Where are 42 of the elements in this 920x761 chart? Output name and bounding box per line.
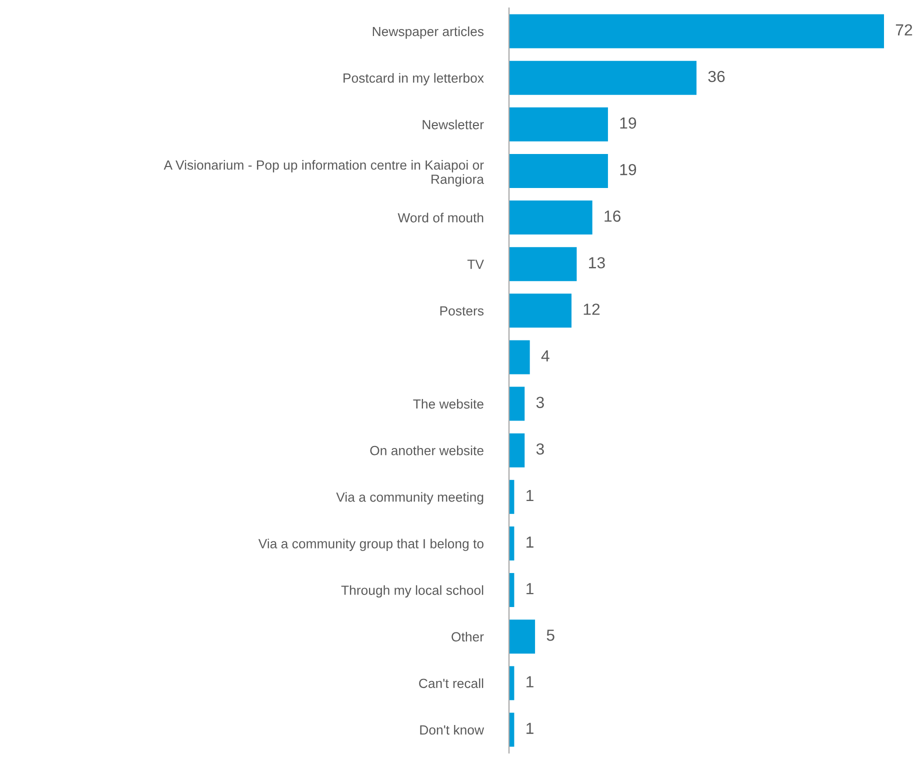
y-tick-label: Via a community group that I belong to: [258, 538, 484, 551]
y-tick-label: Don't know: [420, 724, 484, 735]
data-label: 19: [620, 117, 636, 129]
bar: [509, 200, 592, 235]
y-tick-label: Other: [452, 632, 484, 642]
data-label: 13: [589, 257, 605, 268]
bar: [509, 340, 530, 374]
data-label: 4: [541, 350, 550, 362]
data-label: 36: [708, 70, 725, 82]
y-tick-label: Posters: [440, 306, 484, 316]
y-tick-label: Newspaper articles: [372, 26, 484, 39]
y-tick-label: On another website: [370, 446, 484, 456]
bar: [509, 620, 536, 654]
y-tick-label: Through my local school: [341, 585, 484, 598]
data-label: 5: [546, 630, 554, 641]
data-label: 12: [584, 304, 600, 315]
data-label: 1: [526, 583, 534, 594]
y-tick-label: Newsletter: [422, 120, 484, 130]
y-tick-label: TV: [467, 260, 484, 269]
data-label: 72: [896, 24, 912, 36]
bar: [509, 107, 608, 142]
bar: [509, 294, 572, 328]
y-tick-label: The website: [413, 399, 484, 409]
data-label: 19: [620, 164, 636, 176]
bar: [509, 247, 577, 282]
y-tick-label: Can't recall: [419, 678, 484, 688]
data-label: 1: [526, 676, 534, 688]
bar: [509, 386, 525, 421]
bar: [509, 60, 696, 95]
data-label: 16: [604, 210, 621, 222]
bar: [509, 14, 884, 48]
data-label: 1: [526, 536, 534, 548]
y-tick-label: Word of mouth: [398, 212, 484, 222]
data-label: 3: [536, 396, 544, 408]
data-label: 3: [536, 443, 544, 455]
data-label: 1: [526, 490, 534, 502]
bar: [509, 154, 608, 188]
y-tick-label: A Visionarium - Pop up information centre in Kaiapoi or Rangiora: [164, 160, 484, 187]
bar: [509, 433, 525, 468]
data-label: 1: [526, 722, 534, 734]
y-tick-label: Via a community meeting: [336, 492, 484, 504]
y-tick-label: Postcard in my letterbox: [344, 73, 484, 86]
